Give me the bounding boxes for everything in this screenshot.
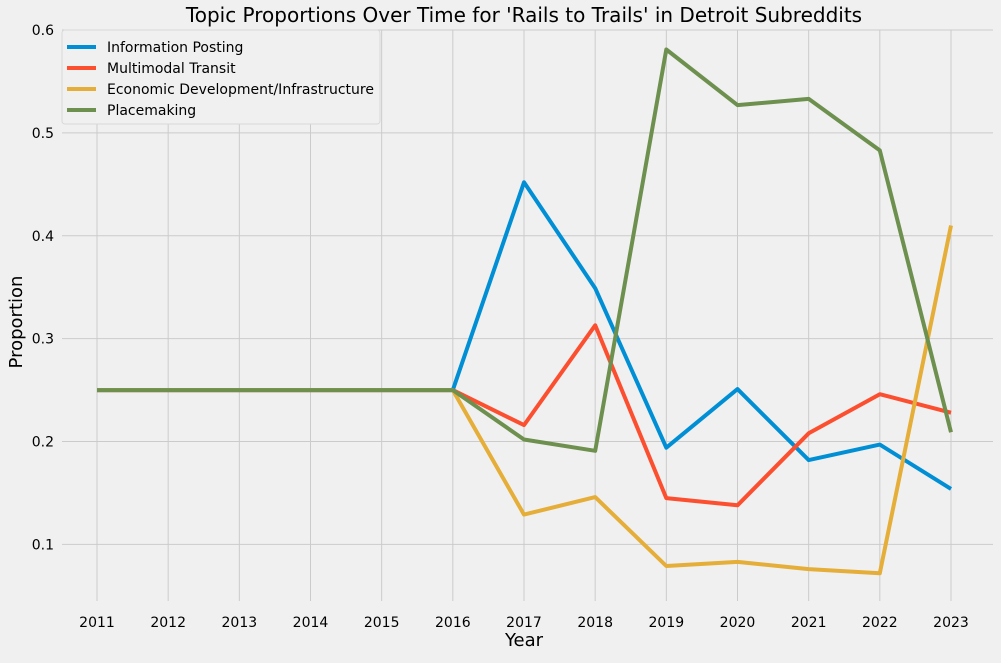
- x-tick-label: 2012: [150, 615, 186, 631]
- x-axis-label: Year: [504, 630, 544, 651]
- chart-title: Topic Proportions Over Time for 'Rails t…: [185, 3, 862, 27]
- x-tick-label: 2016: [435, 615, 471, 631]
- x-tick-label: 2017: [506, 615, 542, 631]
- legend-label: Economic Development/Infrastructure: [107, 82, 374, 98]
- legend-label: Multimodal Transit: [107, 61, 236, 77]
- x-tick-label: 2022: [862, 615, 898, 631]
- x-tick-label: 2021: [791, 615, 827, 631]
- y-tick-label: 0.3: [32, 332, 54, 348]
- y-tick-label: 0.5: [32, 126, 54, 142]
- legend-label: Placemaking: [107, 103, 196, 119]
- x-tick-label: 2018: [577, 615, 613, 631]
- x-tick-label: 2019: [649, 615, 685, 631]
- series-line-3: [97, 47, 953, 453]
- legend: Information Posting Multimodal Transit Eco…: [61, 29, 381, 125]
- series-lines: [97, 47, 953, 576]
- y-tick-labels: 0.1 0.2 0.3 0.4 0.5 0.6: [32, 23, 54, 553]
- plot-area: [62, 30, 993, 601]
- x-tick-label: 2015: [364, 615, 400, 631]
- x-tick-label: 2011: [79, 615, 115, 631]
- x-tick-label: 2023: [933, 615, 969, 631]
- x-tick-label: 2013: [222, 615, 258, 631]
- legend-label: Information Posting: [107, 40, 243, 56]
- y-tick-label: 0.2: [32, 435, 54, 451]
- y-axis-label: Proportion: [6, 276, 27, 369]
- x-tick-label: 2014: [293, 615, 329, 631]
- legend-box: [61, 29, 381, 125]
- x-tick-labels: 2011 2012 2013 2014 2015 2016 2017 2018 2019 2020…: [79, 615, 969, 631]
- y-tick-label: 0.4: [32, 229, 54, 245]
- y-tick-label: 0.6: [32, 23, 54, 39]
- y-tick-label: 0.1: [32, 537, 54, 553]
- x-tick-label: 2020: [720, 615, 756, 631]
